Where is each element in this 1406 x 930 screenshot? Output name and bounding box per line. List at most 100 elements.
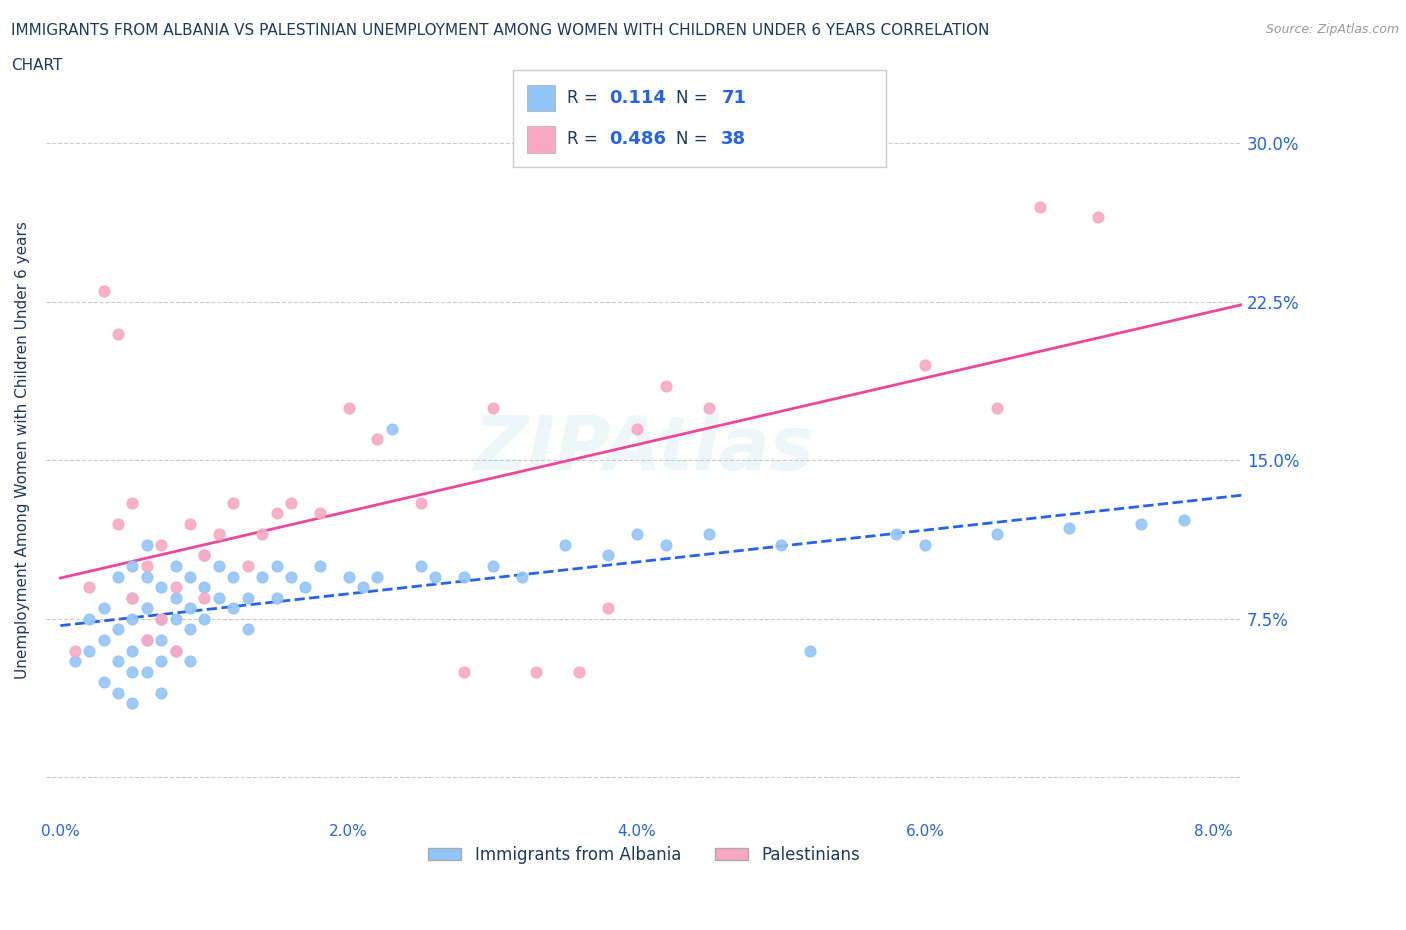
Point (93, 284, 115, 299)
Point (568, 664, 591, 679)
Text: IMMIGRANTS FROM ALBANIA VS PALESTINIAN UNEMPLOYMENT AMONG WOMEN WITH CHILDREN UN: IMMIGRANTS FROM ALBANIA VS PALESTINIAN U… (11, 23, 990, 38)
Point (510, 569, 533, 584)
Point (654, 379, 676, 394)
Point (222, 569, 245, 584)
Point (135, 664, 157, 679)
Point (280, 569, 302, 584)
Point (150, 611, 173, 626)
Point (121, 559, 143, 574)
Point (222, 601, 245, 616)
Point (165, 611, 187, 626)
Text: 71: 71 (721, 88, 747, 107)
Point (697, 527, 720, 542)
Point (193, 548, 215, 563)
Text: N =: N = (676, 130, 713, 149)
Text: R =: R = (567, 130, 603, 149)
Point (626, 527, 648, 542)
Point (266, 591, 288, 605)
Point (208, 527, 231, 542)
Point (150, 654, 173, 669)
Point (107, 326, 129, 341)
Point (697, 400, 720, 415)
Point (107, 654, 129, 669)
Point (308, 559, 330, 574)
Point (236, 622, 259, 637)
Text: 38: 38 (721, 130, 747, 149)
Point (107, 685, 129, 700)
Point (280, 495, 302, 510)
Point (135, 601, 157, 616)
Point (121, 591, 143, 605)
Point (1057, 521, 1080, 536)
Point (77, 579, 100, 594)
Point (986, 400, 1008, 415)
Point (250, 569, 273, 584)
Point (121, 611, 143, 626)
Y-axis label: Unemployment Among Women with Children Under 6 years: Unemployment Among Women with Children U… (15, 221, 30, 679)
Point (193, 579, 215, 594)
Legend: Immigrants from Albania, Palestinians: Immigrants from Albania, Palestinians (422, 839, 866, 870)
Point (337, 569, 360, 584)
Text: ZIPAtlas: ZIPAtlas (474, 413, 814, 486)
Point (423, 569, 446, 584)
Point (93, 675, 115, 690)
Point (121, 664, 143, 679)
Point (266, 506, 288, 521)
Point (77, 611, 100, 626)
Text: Source: ZipAtlas.com: Source: ZipAtlas.com (1265, 23, 1399, 36)
Point (1173, 512, 1195, 527)
Point (135, 538, 157, 552)
Point (236, 559, 259, 574)
Point (596, 601, 619, 616)
Text: CHART: CHART (11, 58, 63, 73)
Point (799, 643, 821, 658)
Point (453, 664, 475, 679)
Point (107, 622, 129, 637)
Point (308, 506, 330, 521)
Point (121, 591, 143, 605)
Point (193, 548, 215, 563)
Point (179, 622, 201, 637)
Point (409, 495, 432, 510)
Point (150, 538, 173, 552)
Point (150, 579, 173, 594)
Point (107, 516, 129, 531)
Point (654, 538, 676, 552)
Point (179, 569, 201, 584)
Point (366, 432, 388, 446)
Point (337, 400, 360, 415)
Text: 0.486: 0.486 (609, 130, 666, 149)
Text: R =: R = (567, 88, 603, 107)
Point (165, 643, 187, 658)
Point (135, 559, 157, 574)
Point (121, 696, 143, 711)
Point (93, 601, 115, 616)
Point (1029, 199, 1052, 214)
Point (179, 654, 201, 669)
Point (150, 632, 173, 647)
Point (294, 579, 316, 594)
Point (165, 579, 187, 594)
Point (208, 559, 231, 574)
Point (524, 664, 547, 679)
Point (121, 643, 143, 658)
Point (193, 611, 215, 626)
Point (165, 559, 187, 574)
Point (193, 591, 215, 605)
Point (165, 591, 187, 605)
Point (135, 569, 157, 584)
Point (121, 495, 143, 510)
Point (250, 527, 273, 542)
Point (769, 538, 792, 552)
Point (236, 591, 259, 605)
Point (1130, 516, 1153, 531)
Point (381, 421, 404, 436)
Point (481, 559, 503, 574)
Text: N =: N = (676, 88, 713, 107)
Point (914, 358, 936, 373)
Point (222, 495, 245, 510)
Point (179, 601, 201, 616)
Point (107, 569, 129, 584)
Point (626, 421, 648, 436)
Point (63, 643, 86, 658)
